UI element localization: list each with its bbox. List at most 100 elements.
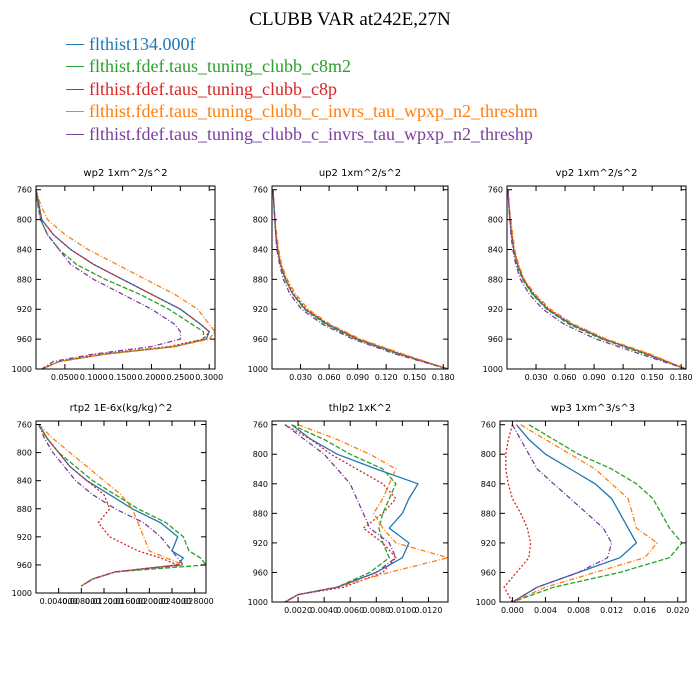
legend-item: flthist.fdef.taus_tuning_clubb_c_invrs_t… xyxy=(66,123,538,146)
series-line xyxy=(512,424,659,603)
x-tick-label: 0.0040 xyxy=(310,606,338,615)
series-line xyxy=(507,189,687,370)
series-line xyxy=(272,189,449,370)
panel-frame xyxy=(271,185,449,370)
legend-swatch xyxy=(66,88,84,90)
panel: up2 1xm^2/s^2 760 800 840 880 920 960 1000 0.030… xyxy=(248,168,455,382)
y-tick-label: 1000 xyxy=(12,365,32,374)
y-tick-label: 840 xyxy=(17,245,32,254)
x-tick-label: 0.180 xyxy=(670,373,693,382)
legend: flthist134.000f flthist.fdef.taus_tuning… xyxy=(66,33,538,146)
y-tick-label: 800 xyxy=(253,450,268,459)
legend-swatch xyxy=(66,133,84,135)
panel: thlp2 1xK^276080084088092096010000.00200… xyxy=(248,403,451,615)
x-tick-label: 0.0500 xyxy=(51,373,79,382)
y-tick-label: 1000 xyxy=(12,589,32,598)
x-tick-label: 0.004000 xyxy=(40,597,78,606)
x-tick-label: 0.150 xyxy=(641,373,664,382)
x-tick-label: 0.0020 xyxy=(284,606,312,615)
legend-label: flthist.fdef.taus_tuning_clubb_c_invrs_t… xyxy=(89,101,538,122)
legend-swatch xyxy=(66,43,84,45)
legend-item: flthist.fdef.taus_tuning_clubb_c_invrs_t… xyxy=(66,101,538,124)
panel-title: wp2 1xm^2/s^2 xyxy=(83,168,167,179)
series-line xyxy=(511,424,613,603)
series-line xyxy=(38,424,208,587)
x-tick-label: 0.0060 xyxy=(336,606,364,615)
series-line xyxy=(272,189,449,370)
panel: wp3 1xm^3/s^3 760 800 840 880 920 960 1000 0.000… xyxy=(476,403,690,615)
legend-label: flthist.fdef.taus_tuning_clubb_c8m2 xyxy=(89,56,351,77)
x-tick-label: 0.2000 xyxy=(137,373,165,382)
x-tick-label: 0.004 xyxy=(534,606,557,615)
legend-swatch xyxy=(66,66,84,68)
series-line xyxy=(503,424,532,603)
y-tick-label: 880 xyxy=(488,275,503,284)
y-tick-label: 880 xyxy=(253,509,268,518)
y-tick-label: 960 xyxy=(253,335,268,344)
panel: vp2 1xm^2/s^2 760 800 840 880 920 960 1000 0.030… xyxy=(483,168,693,382)
series-line xyxy=(512,424,683,603)
x-tick-label: 0.012000 xyxy=(85,597,123,606)
y-tick-label: 1000 xyxy=(476,598,496,607)
y-tick-label: 920 xyxy=(17,533,32,542)
x-tick-label: 0.020 xyxy=(666,606,689,615)
series-line xyxy=(35,189,211,370)
y-tick-label: 760 xyxy=(253,186,268,195)
legend-item: flthist.fdef.taus_tuning_clubb_c8p xyxy=(66,78,538,101)
series-line xyxy=(507,189,687,370)
y-tick-label: 760 xyxy=(17,186,32,195)
series-line xyxy=(35,189,205,370)
x-tick-label: 0.090 xyxy=(583,373,606,382)
y-tick-label: 960 xyxy=(17,561,32,570)
y-tick-label: 960 xyxy=(481,568,496,577)
legend-label: flthist.fdef.taus_tuning_clubb_c_invrs_t… xyxy=(89,123,533,144)
x-tick-label: 0.060 xyxy=(554,373,577,382)
panel-title: thlp2 1xK^2 xyxy=(329,403,392,414)
y-tick-label: 1000 xyxy=(248,365,268,374)
panel-title: vp2 1xm^2/s^2 xyxy=(556,168,638,179)
y-tick-label: 920 xyxy=(253,539,268,548)
series-line xyxy=(507,189,687,370)
legend-swatch xyxy=(66,111,84,113)
panel-frame xyxy=(271,420,449,603)
y-tick-label: 920 xyxy=(253,305,268,314)
legend-item: flthist134.000f xyxy=(66,33,538,56)
y-tick-label: 1000 xyxy=(483,365,503,374)
y-tick-label: 920 xyxy=(488,305,503,314)
x-tick-label: 0.120 xyxy=(612,373,635,382)
x-tick-label: 0.180 xyxy=(432,373,455,382)
x-tick-label: 0.020000 xyxy=(130,597,168,606)
panel-frame xyxy=(35,420,207,594)
y-tick-label: 840 xyxy=(481,480,496,489)
x-tick-label: 0.1000 xyxy=(80,373,108,382)
y-tick-label: 760 xyxy=(253,421,268,430)
series-line xyxy=(507,189,687,370)
series-line xyxy=(38,424,185,587)
series-line xyxy=(35,189,216,370)
y-tick-label: 800 xyxy=(481,450,496,459)
x-tick-label: 0.0120 xyxy=(414,606,442,615)
y-tick-label: 880 xyxy=(481,509,496,518)
y-tick-label: 920 xyxy=(17,305,32,314)
x-tick-label: 0.028000 xyxy=(176,597,214,606)
y-tick-label: 760 xyxy=(17,421,32,430)
y-tick-label: 800 xyxy=(253,216,268,225)
y-tick-label: 840 xyxy=(488,245,503,254)
y-tick-label: 960 xyxy=(488,335,503,344)
x-tick-label: 0.008000 xyxy=(62,597,100,606)
y-tick-label: 960 xyxy=(17,335,32,344)
panel: rtp2 1E-6x(kg/kg)^2 760 800 840 880 920 960 100… xyxy=(12,403,214,606)
x-tick-label: 0.030 xyxy=(289,373,312,382)
y-tick-label: 960 xyxy=(253,568,268,577)
x-tick-label: 0.012 xyxy=(600,606,623,615)
y-tick-label: 880 xyxy=(17,505,32,514)
y-tick-label: 920 xyxy=(481,539,496,548)
x-tick-label: 0.030 xyxy=(525,373,548,382)
legend-label: flthist.fdef.taus_tuning_clubb_c8p xyxy=(89,78,337,99)
y-tick-label: 800 xyxy=(17,216,32,225)
series-line xyxy=(35,189,182,370)
x-tick-label: 0.060 xyxy=(318,373,341,382)
y-tick-label: 880 xyxy=(253,275,268,284)
x-tick-label: 0.090 xyxy=(346,373,369,382)
legend-label: flthist134.000f xyxy=(89,33,196,54)
